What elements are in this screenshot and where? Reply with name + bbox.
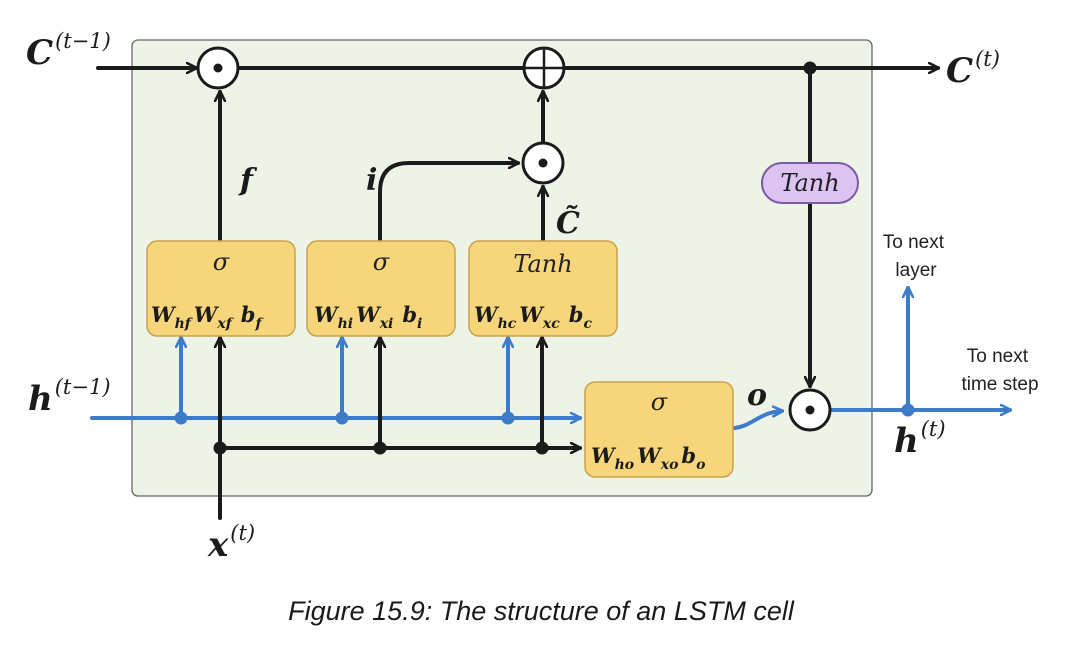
input-gate-box: σ Whi Wxi bi xyxy=(306,240,456,337)
output-gate-activation: σ xyxy=(651,388,668,416)
forget-multiply-node xyxy=(196,46,240,90)
candidate-gate-weights: Whc Wxc bc xyxy=(474,302,592,332)
output-multiply-node xyxy=(788,388,832,432)
output-gate-label: o xyxy=(747,378,767,413)
cell-tanh-box: Tanh xyxy=(761,162,859,204)
forget-gate-box: σ Whf Wxf bf xyxy=(146,240,296,337)
hidden-flow-junctions xyxy=(174,403,915,425)
input-gate-activation: σ xyxy=(373,248,390,276)
h-prev-label: h(t−1) xyxy=(28,375,111,419)
candidate-gate-activation: Tanh xyxy=(513,250,572,278)
cell-state-flow xyxy=(96,68,940,388)
candidate-gate-label: C̃ xyxy=(556,206,580,241)
input-multiply-node xyxy=(521,141,565,185)
output-gate-box: σ Who Wxo bo xyxy=(584,381,734,478)
output-gate-weights: Who Wxo bo xyxy=(591,443,705,473)
h-t-label: h(t) xyxy=(894,417,946,461)
cell-tanh-label: Tanh xyxy=(780,169,839,197)
c-t-label: C(t) xyxy=(946,47,1000,91)
cell-add-node xyxy=(522,46,566,90)
input-gate-label: i xyxy=(366,163,377,198)
forget-gate-activation: σ xyxy=(213,248,230,276)
next-layer-note: To next layer xyxy=(883,232,950,281)
input-gate-weights: Whi Wxi bi xyxy=(314,302,422,332)
figure-caption: Figure 15.9: The structure of an LSTM ce… xyxy=(288,596,794,626)
forget-gate-weights: Whf Wxf bf xyxy=(151,302,264,332)
x-t-label: x(t) xyxy=(207,521,255,565)
input-flow-junctions xyxy=(213,61,817,455)
candidate-gate-box: Tanh Whc Wxc bc xyxy=(468,240,618,337)
c-prev-label: C(t−1) xyxy=(26,29,111,73)
input-flow xyxy=(220,336,582,520)
next-time-step-note: To next time step xyxy=(961,346,1038,395)
